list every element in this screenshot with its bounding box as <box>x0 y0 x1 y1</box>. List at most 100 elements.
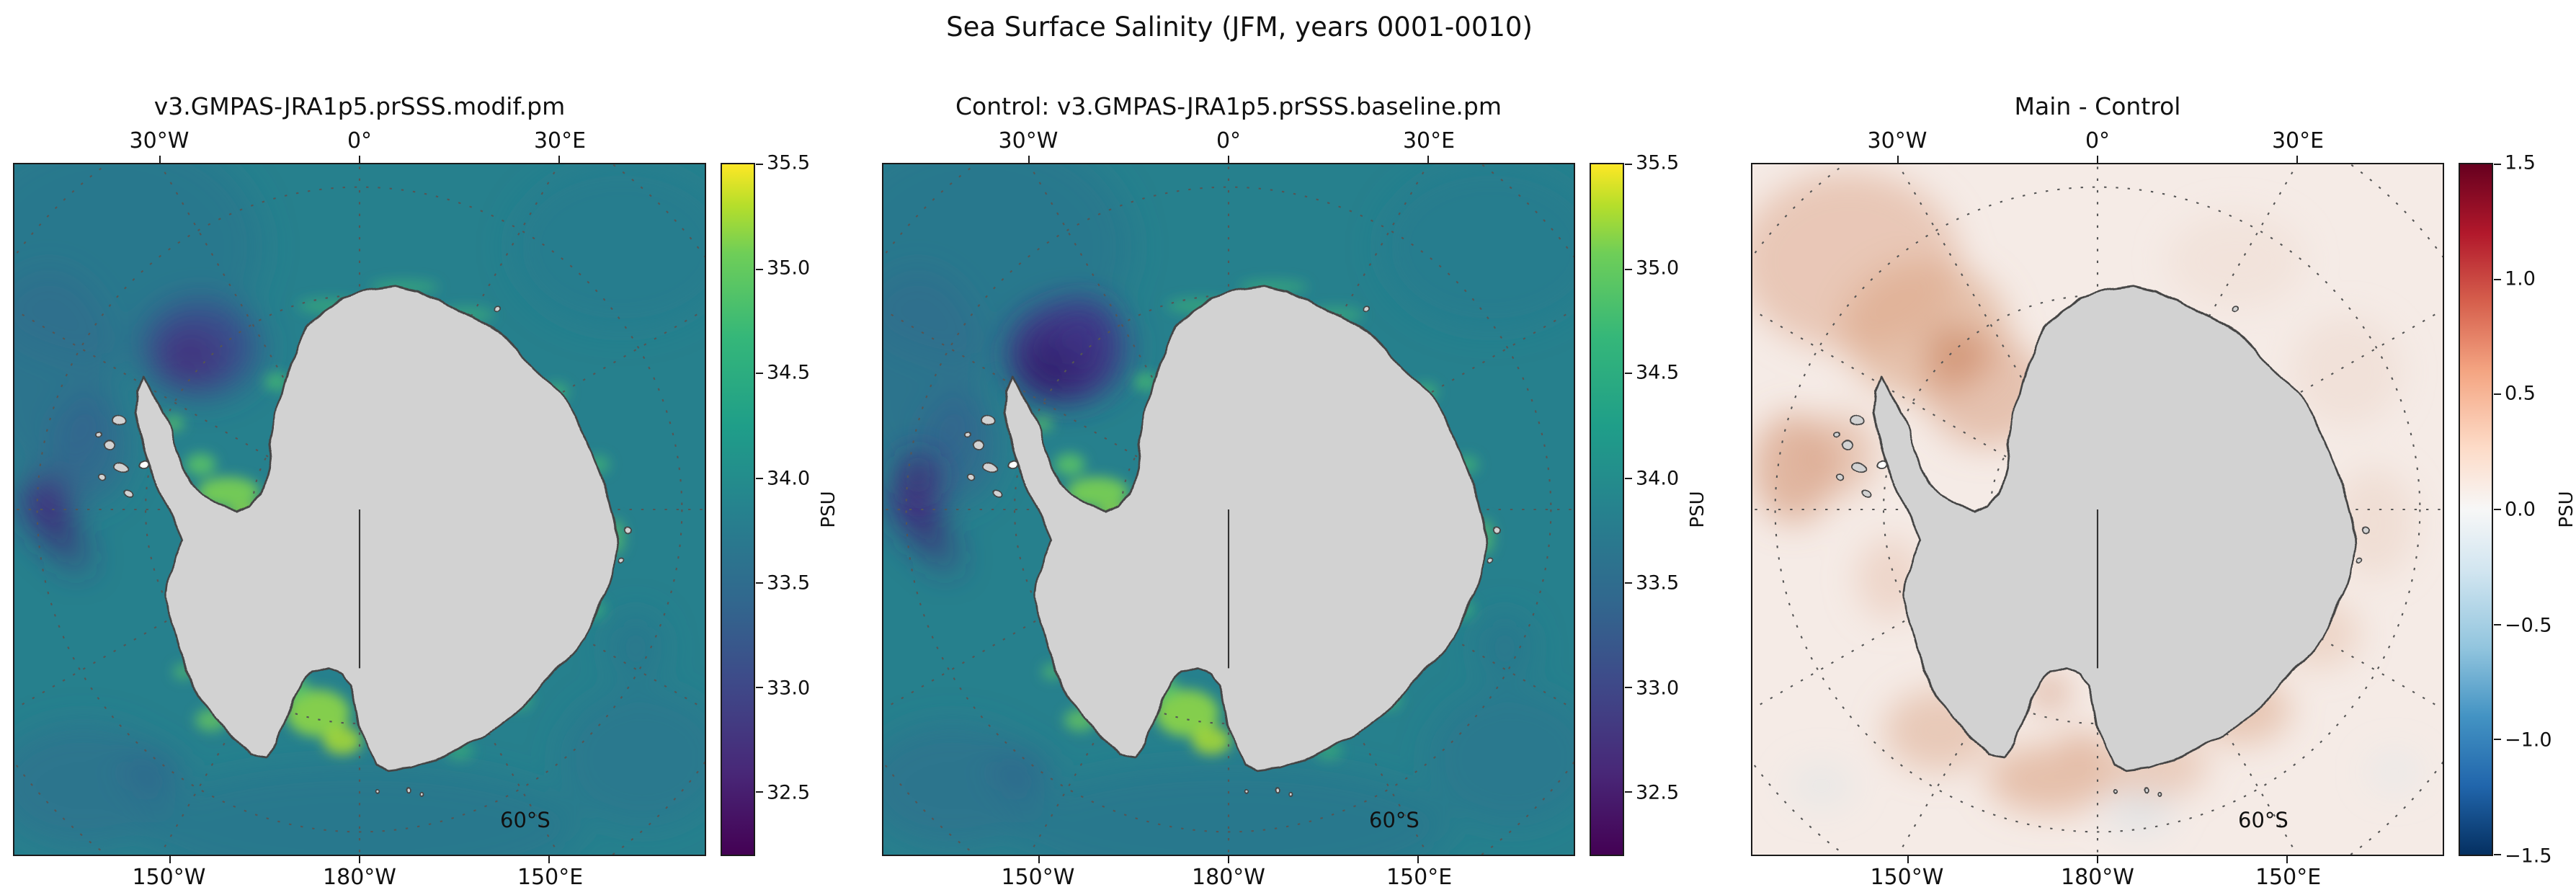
tick-mark <box>1228 856 1229 863</box>
panel-control-bottom-axis: 150°W 180°W 150°E <box>882 865 1575 892</box>
meridian-label: 150°W <box>1001 865 1075 890</box>
colorbar-tick-mark <box>2494 739 2501 740</box>
colorbar-tick-mark <box>2494 854 2501 855</box>
colorbar-tick-mark <box>1625 582 1632 584</box>
colorbar-tick-mark <box>1625 687 1632 689</box>
tick-mark <box>558 156 560 163</box>
colorbar-tick-mark <box>1625 477 1632 479</box>
colorbar-tick-label: 34.5 <box>767 361 811 384</box>
tick-mark <box>359 156 360 163</box>
colorbar-tick-mark <box>2494 509 2501 510</box>
colorbar-tick-label: 33.5 <box>767 571 811 595</box>
colorbar-tick-mark <box>756 477 763 479</box>
colorbar-tick-label: 33.0 <box>767 677 811 700</box>
colorbar-tick-mark <box>1625 373 1632 375</box>
map-control-canvas <box>883 164 1574 855</box>
colorbar-tick-mark <box>2494 393 2501 395</box>
tick-mark <box>1907 856 1909 863</box>
panel-control: Control: v3.GMPAS-JRA1p5.prSSS.baseline.… <box>882 86 1747 895</box>
colorbar-tick-label: 1.5 <box>2505 151 2536 174</box>
tick-mark <box>359 856 360 863</box>
panel-difference-top-axis: 30°W 0° 30°E <box>1751 128 2444 156</box>
colorbar-tick-mark <box>1625 164 1632 165</box>
tick-mark <box>2097 156 2098 163</box>
meridian-label: 150°W <box>132 865 206 890</box>
colorbar-tick-label: −1.0 <box>2505 729 2552 752</box>
panel-difference: Main - Control 30°W 0° 30°E 60°S 150°W 180°… <box>1751 86 2576 895</box>
colorbar-tick-mark <box>756 687 763 689</box>
tick-mark <box>1427 156 1429 163</box>
colorbar-tick-label: −1.5 <box>2505 845 2552 868</box>
colorbar-tick-mark <box>756 268 763 270</box>
tick-mark <box>548 856 551 863</box>
colorbar-tick-mark <box>756 164 763 165</box>
panel-main-top-axis: 30°W 0° 30°E <box>13 128 706 156</box>
tick-mark <box>1897 156 1899 163</box>
colorbar-tick-label: 35.5 <box>1636 151 1680 174</box>
tick-mark <box>2097 856 2098 863</box>
colorbar-tick-label: 32.5 <box>1636 781 1680 804</box>
meridian-label: 30°E <box>1402 128 1456 153</box>
tick-mark <box>1417 856 1420 863</box>
meridian-label: 180°W <box>323 865 396 890</box>
parallel-label-60s: 60°S <box>2238 808 2288 833</box>
meridian-label: 150°E <box>1386 865 1453 890</box>
tick-mark <box>1228 156 1229 163</box>
colorbar-control-unit-label: PSU <box>1687 491 1708 528</box>
panel-difference-title: Main - Control <box>2014 92 2181 120</box>
colorbar-tick-mark <box>1625 791 1632 793</box>
tick-mark <box>1028 156 1030 163</box>
panel-main-bottom-axis: 150°W 180°W 150°E <box>13 865 706 892</box>
colorbar-tick-label: −0.5 <box>2505 614 2552 637</box>
panel-difference-bottom-axis: 150°W 180°W 150°E <box>1751 865 2444 892</box>
meridian-label: 0° <box>347 128 373 153</box>
colorbar-difference <box>2459 163 2501 856</box>
colorbar-control-tick-labels: 35.5 35.0 34.5 34.0 33.5 33.0 32.5 <box>1636 152 1722 856</box>
meridian-label: 180°W <box>1192 865 1265 890</box>
colorbar-salinity-main <box>721 163 763 856</box>
colorbar-tick-label: 0.0 <box>2505 498 2536 521</box>
colorbar-tick-mark <box>1625 268 1632 270</box>
colorbar-tick-mark <box>756 582 763 584</box>
colorbar-tick-mark <box>2494 623 2501 625</box>
map-difference-canvas <box>1752 164 2443 855</box>
colorbar-tick-label: 1.0 <box>2505 267 2536 290</box>
colorbar-tick-mark <box>2494 164 2501 165</box>
meridian-label: 150°E <box>517 865 584 890</box>
meridian-label: 30°E <box>2271 128 2325 153</box>
panel-main-title: v3.GMPAS-JRA1p5.prSSS.modif.pm <box>153 92 566 120</box>
tick-mark <box>169 856 171 863</box>
parallel-label-60s: 60°S <box>500 808 551 833</box>
meridian-label: 150°E <box>2255 865 2322 890</box>
meridian-label: 30°W <box>998 128 1059 153</box>
meridian-label: 150°W <box>1870 865 1944 890</box>
colorbar-tick-label: 34.0 <box>767 467 811 490</box>
colorbar-difference-unit-label: PSU <box>2556 491 2576 528</box>
colorbar-tick-mark <box>756 373 763 375</box>
map-main: 60°S <box>13 156 706 863</box>
tick-mark <box>2286 856 2288 863</box>
meridian-label: 30°W <box>1867 128 1927 153</box>
parallel-label-60s: 60°S <box>1369 808 1420 833</box>
colorbar-tick-label: 34.5 <box>1636 361 1680 384</box>
map-control: 60°S <box>882 156 1575 863</box>
meridian-label: 30°E <box>533 128 587 153</box>
colorbar-tick-label: 0.5 <box>2505 382 2536 405</box>
colorbar-tick-label: 35.0 <box>1636 257 1680 280</box>
colorbar-tick-mark <box>2494 278 2501 280</box>
panel-control-top-axis: 30°W 0° 30°E <box>882 128 1575 156</box>
meridian-label: 30°W <box>129 128 190 153</box>
colorbar-main-unit-label: PSU <box>818 491 839 528</box>
map-difference: 60°S <box>1751 156 2444 863</box>
colorbar-tick-label: 32.5 <box>767 781 811 804</box>
tick-mark <box>2296 156 2298 163</box>
colorbar-salinity-control <box>1590 163 1632 856</box>
meridian-label: 180°W <box>2061 865 2134 890</box>
colorbar-tick-mark <box>756 791 763 793</box>
colorbar-tick-label: 33.5 <box>1636 571 1680 595</box>
meridian-label: 0° <box>1216 128 1242 153</box>
panel-control-title: Control: v3.GMPAS-JRA1p5.prSSS.baseline.… <box>955 92 1502 120</box>
colorbar-tick-label: 34.0 <box>1636 467 1680 490</box>
tick-mark <box>159 156 161 163</box>
